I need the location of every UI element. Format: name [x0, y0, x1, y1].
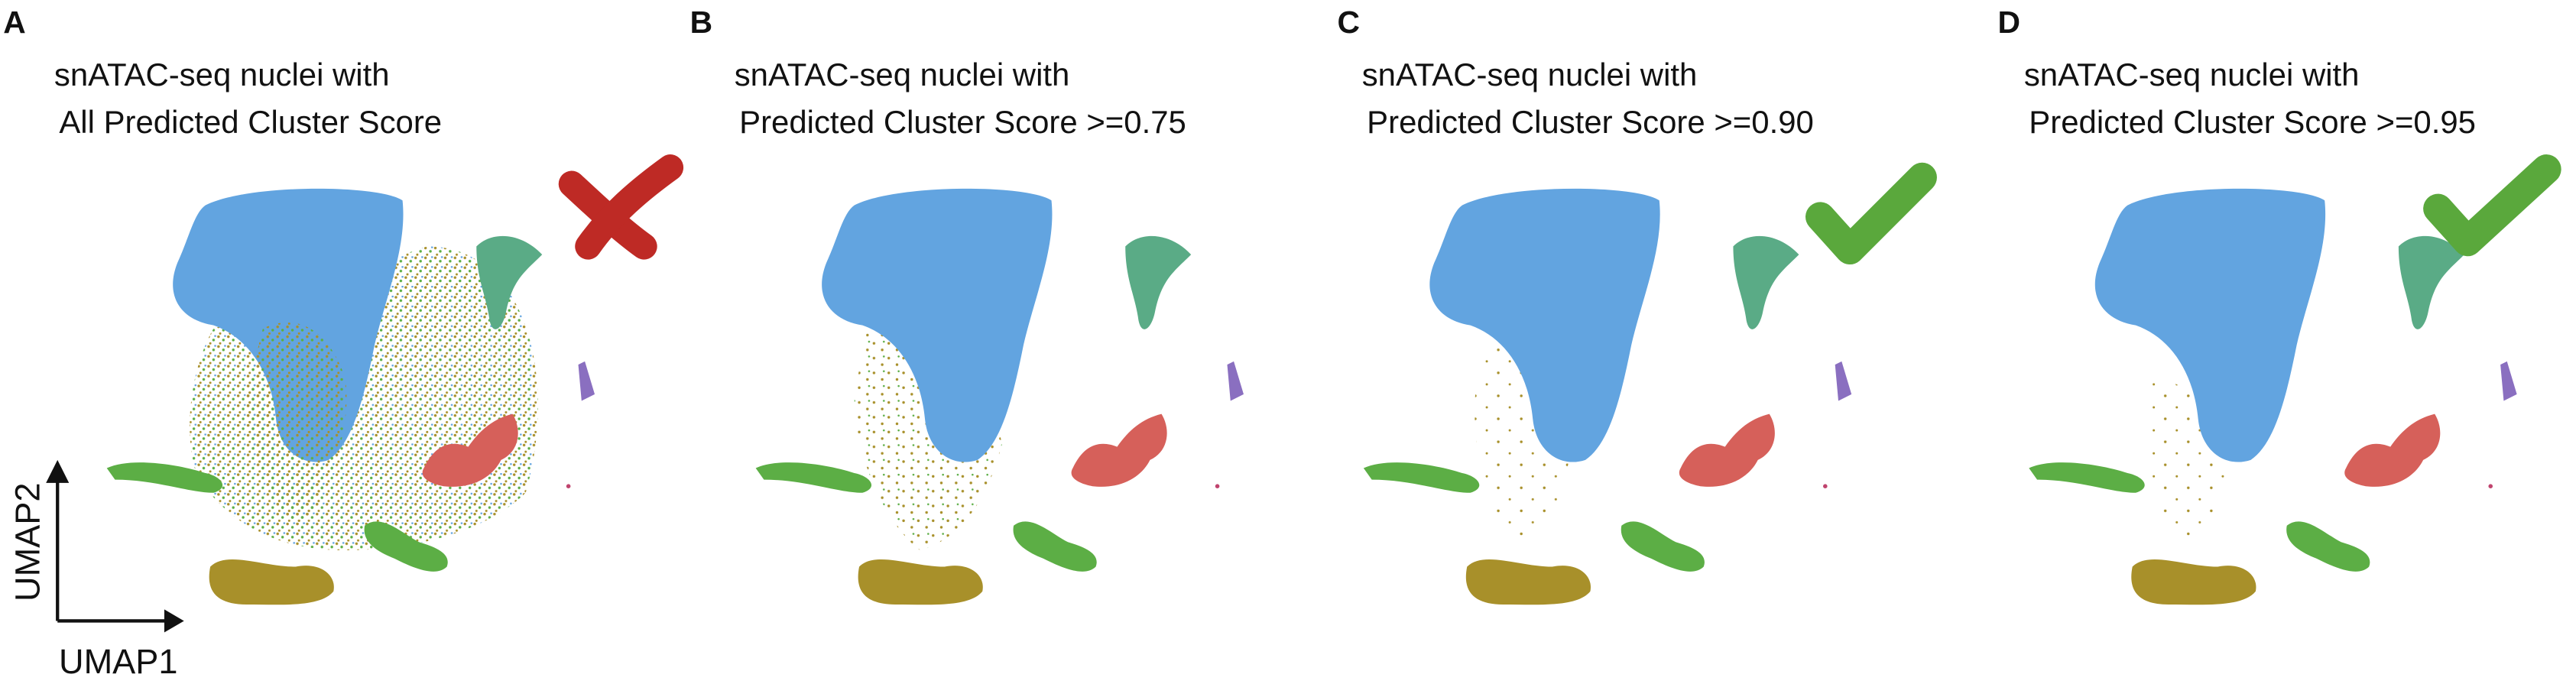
umap-axes [46, 459, 184, 633]
panel-letter: B [690, 5, 713, 40]
panel-title: snATAC-seq nuclei with [735, 57, 1070, 92]
accept-icon [1805, 162, 1937, 265]
panel-title: Predicted Cluster Score >=0.95 [2029, 104, 2476, 140]
umap-clusters [755, 188, 1244, 605]
umap-clusters [1363, 188, 1852, 605]
panel-d [2029, 154, 2561, 605]
scatter-cloud [246, 322, 347, 526]
panel-b [755, 188, 1244, 605]
panel-title: Predicted Cluster Score >=0.75 [739, 104, 1186, 140]
panel-letter: A [3, 5, 25, 40]
y-axis-label: UMAP2 [8, 483, 47, 601]
panel-letter: C [1337, 5, 1360, 40]
panel-title: snATAC-seq nuclei with [2024, 57, 2360, 92]
panel-title: All Predicted Cluster Score [59, 104, 442, 140]
x-axis-label: UMAP1 [59, 642, 177, 681]
accept-icon [2423, 154, 2561, 257]
panel-title: snATAC-seq nuclei with [54, 57, 390, 92]
panel-title: snATAC-seq nuclei with [1362, 57, 1698, 92]
panel-title: Predicted Cluster Score >=0.90 [1367, 104, 1814, 140]
reject-icon [558, 154, 684, 260]
umap-clusters [2029, 188, 2517, 605]
panel-c [1363, 162, 1937, 605]
panel-a: UMAP2 UMAP1 [8, 154, 684, 681]
panel-letter: D [1997, 5, 2020, 40]
